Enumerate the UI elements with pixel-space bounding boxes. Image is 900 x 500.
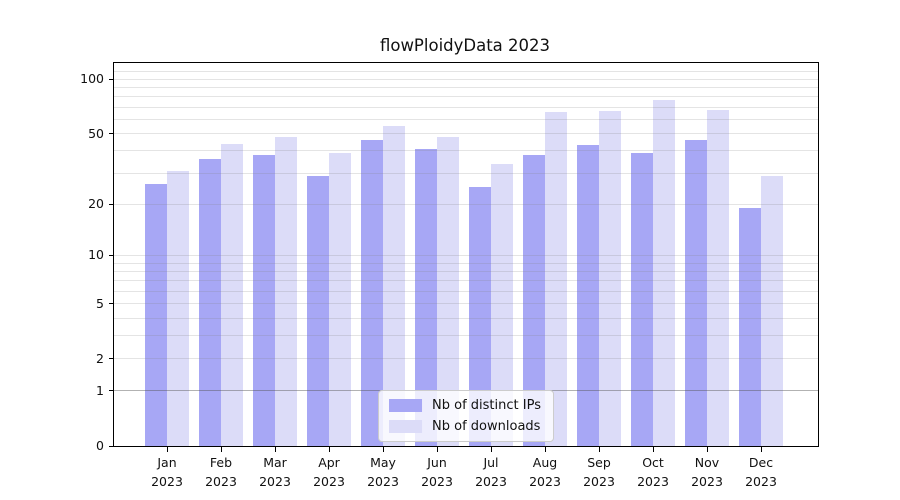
y-tick-mark-2	[109, 358, 114, 360]
gridline-2	[114, 358, 818, 360]
x-tick-mark-may	[382, 447, 384, 452]
x-tick-label-jan: Jan 2023	[151, 455, 183, 489]
x-tick-mark-sep	[598, 447, 600, 452]
x-tick-label-feb: Feb 2023	[205, 455, 237, 489]
bar-downloads-jun	[437, 136, 459, 446]
gridline-6	[114, 290, 818, 292]
bar-distinct-ips-may	[361, 140, 383, 446]
x-tick-mark-nov	[706, 447, 708, 452]
x-tick-mark-mar	[274, 447, 276, 452]
bar-downloads-may	[383, 126, 405, 446]
y-tick-mark-5	[109, 303, 114, 305]
bar-downloads-aug	[545, 111, 567, 446]
gridline-3	[114, 335, 818, 337]
x-tick-label-apr: Apr 2023	[313, 455, 345, 489]
x-tick-label-aug: Aug 2023	[529, 455, 561, 489]
x-tick-label-jun: Jun 2023	[421, 455, 453, 489]
legend-item-downloads: Nb of downloads	[389, 419, 541, 434]
gridline-60	[114, 118, 818, 120]
x-tick-mark-jun	[436, 447, 438, 452]
gridline-20	[114, 203, 818, 205]
gridline-50	[114, 133, 818, 135]
bar-downloads-mar	[275, 136, 297, 446]
x-tick-mark-aug	[544, 447, 546, 452]
bar-downloads-dec	[761, 175, 783, 446]
legend-swatch-distinct-ips	[389, 399, 423, 412]
y-tick-label-2: 2	[96, 350, 104, 366]
gridline-100	[114, 78, 818, 80]
bar-distinct-ips-nov	[685, 140, 707, 446]
gridline-4	[114, 317, 818, 319]
x-tick-label-nov: Nov 2023	[691, 455, 723, 489]
gridline-80	[114, 96, 818, 98]
gridline-8	[114, 270, 818, 272]
gridline-10	[114, 254, 818, 256]
y-tick-mark-50	[109, 133, 114, 135]
gridline-5	[114, 303, 818, 305]
x-tick-label-mar: Mar 2023	[259, 455, 291, 489]
x-tick-label-oct: Oct 2023	[637, 455, 669, 489]
bar-distinct-ips-jul	[469, 187, 491, 446]
y-tick-label-100: 100	[80, 71, 104, 87]
gridline-70	[114, 106, 818, 108]
bar-distinct-ips-aug	[523, 154, 545, 446]
y-tick-label-5: 5	[96, 295, 104, 311]
bar-distinct-ips-jan	[145, 184, 167, 446]
legend-label-downloads: Nb of downloads	[432, 419, 541, 434]
chart-title: flowPloidyData 2023	[379, 36, 551, 55]
bar-distinct-ips-oct	[631, 152, 653, 446]
x-tick-mark-dec	[760, 447, 762, 452]
bar-downloads-sep	[599, 110, 621, 446]
y-tick-label-20: 20	[88, 196, 104, 212]
y-tick-label-0: 0	[96, 438, 104, 453]
bar-downloads-oct	[653, 99, 675, 446]
legend-label-distinct-ips: Nb of distinct IPs	[432, 398, 541, 413]
x-tick-mark-jan	[166, 447, 168, 452]
y-tick-mark-10	[109, 254, 114, 256]
bar-distinct-ips-dec	[739, 207, 761, 446]
bar-downloads-jan	[167, 170, 189, 446]
legend-item-distinct-ips: Nb of distinct IPs	[389, 398, 541, 413]
x-tick-label-may: May 2023	[367, 455, 399, 489]
y-tick-mark-100	[109, 78, 114, 80]
y-tick-label-50: 50	[88, 125, 104, 141]
y-tick-mark-1	[109, 390, 114, 392]
y-tick-mark-20	[109, 203, 114, 205]
x-tick-mark-oct	[652, 447, 654, 452]
x-tick-label-jul: Jul 2023	[475, 455, 507, 489]
bar-distinct-ips-jun	[415, 149, 437, 446]
gridline-40	[114, 150, 818, 152]
x-tick-mark-feb	[220, 447, 222, 452]
gridline-30	[114, 172, 818, 174]
gridline-9	[114, 262, 818, 264]
gridline-7	[114, 280, 818, 282]
bar-distinct-ips-apr	[307, 175, 329, 446]
y-tick-mark-0	[109, 445, 114, 447]
y-tick-label-1: 1	[96, 382, 104, 398]
x-tick-mark-jul	[490, 447, 492, 452]
x-tick-label-dec: Dec 2023	[745, 455, 777, 489]
bar-distinct-ips-sep	[577, 145, 599, 446]
plot-area: 100 50 20 10 5 2 1 0 Jan 2023 Feb 2023 Mar 2023 Apr 202…	[80, 62, 819, 489]
bar-distinct-ips-feb	[199, 159, 221, 446]
x-tick-mark-apr	[328, 447, 330, 452]
bar-downloads-jul	[491, 163, 513, 446]
x-tick-label-sep: Sep 2023	[583, 455, 615, 489]
legend-swatch-downloads	[389, 420, 423, 433]
gridline-90	[114, 87, 818, 89]
y-tick-label-10: 10	[88, 247, 104, 263]
bar-downloads-nov	[707, 109, 729, 446]
gridline-110	[114, 71, 818, 73]
bar-downloads-feb	[221, 143, 243, 446]
bar-distinct-ips-mar	[253, 154, 275, 446]
bar-downloads-apr	[329, 152, 351, 446]
legend: Nb of distinct IPs Nb of downloads	[378, 390, 554, 442]
